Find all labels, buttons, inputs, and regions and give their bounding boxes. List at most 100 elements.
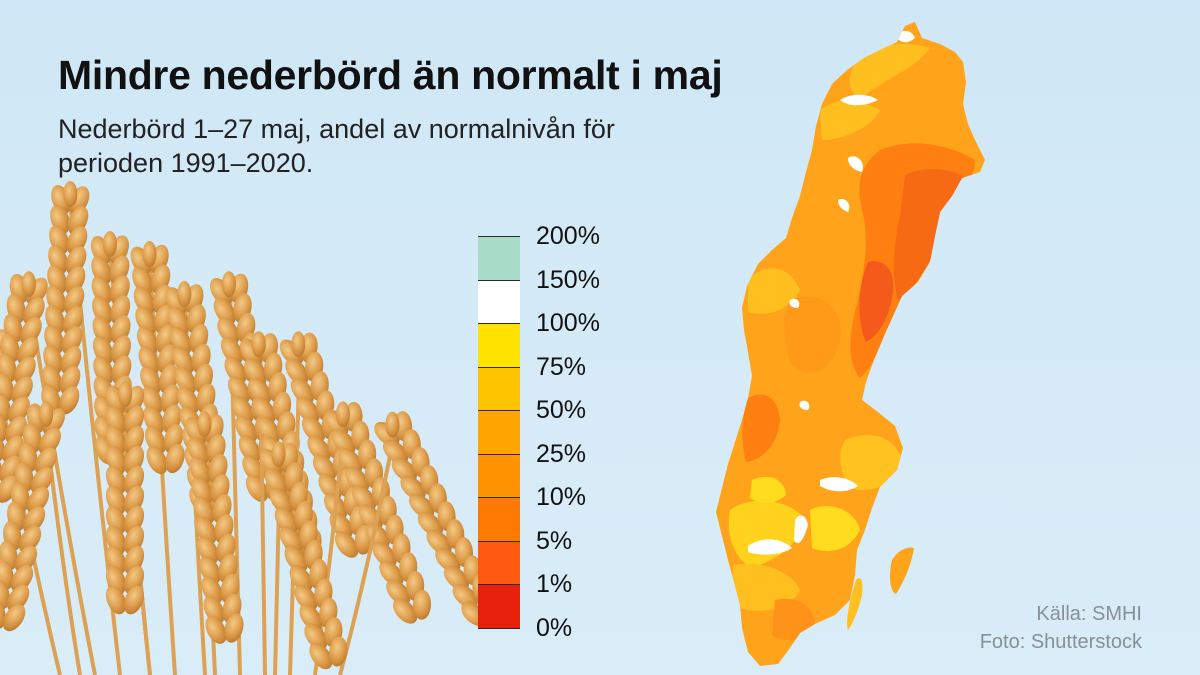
wheat-grain xyxy=(17,337,39,365)
wheat-grain xyxy=(312,454,337,481)
credits: Källa: SMHI Foto: Shutterstock xyxy=(980,600,1142,656)
map-zone-light xyxy=(820,100,880,140)
wheat-grain xyxy=(213,297,236,325)
wheat-grain xyxy=(244,358,267,385)
wheat-grain xyxy=(220,337,243,365)
wheat-grain xyxy=(331,429,356,455)
legend-tick-label: 50% xyxy=(536,396,587,424)
map-lake xyxy=(820,477,858,492)
wheat-grain xyxy=(417,511,444,537)
wheat-grain xyxy=(301,416,326,443)
map-zone-light xyxy=(849,43,930,100)
wheat-grain xyxy=(63,181,78,207)
wheat-grain xyxy=(217,317,240,345)
wheat-grain xyxy=(20,317,42,345)
wheat-grain xyxy=(351,485,377,511)
wheat-grain xyxy=(172,346,194,375)
wheat-grain xyxy=(5,416,27,444)
wheat-grain xyxy=(391,457,417,482)
wheat-grain xyxy=(372,541,397,568)
map-lake xyxy=(838,199,850,212)
map-zone-yellow xyxy=(810,506,860,551)
legend-swatch xyxy=(478,497,520,541)
map-island-oland xyxy=(847,578,863,630)
wheat-grain xyxy=(205,615,227,644)
wheat-grain xyxy=(2,435,24,464)
legend-tick-label: 0% xyxy=(536,613,573,642)
wheat-grain xyxy=(329,636,348,667)
wheat-grain xyxy=(393,598,418,624)
wheat-grain xyxy=(443,565,470,591)
wheat-grain xyxy=(177,281,192,307)
wheat-grain xyxy=(251,331,266,358)
wheat-grain xyxy=(0,412,8,442)
map-lake-vattern xyxy=(794,515,808,544)
legend-tick-label: 200% xyxy=(536,222,600,250)
wheat-grain xyxy=(290,377,315,404)
map-subtitle: Nederbörd 1–27 maj, andel av normalnivån… xyxy=(58,114,615,178)
wheat-grain xyxy=(0,599,6,630)
wheat-grain xyxy=(238,435,261,463)
wheat-grain xyxy=(0,372,14,403)
legend-tick-label: 5% xyxy=(536,526,573,555)
wheat-grain xyxy=(30,467,54,495)
wheat-grain xyxy=(224,613,244,643)
wheat-grain xyxy=(309,642,333,670)
wheat-illustration xyxy=(0,181,500,675)
wheat-grain xyxy=(21,271,36,298)
wheat-grain xyxy=(291,331,306,358)
legend-swatch xyxy=(478,410,520,454)
wheat-grain xyxy=(197,411,212,437)
legend-swatch xyxy=(478,453,520,497)
legend-swatch xyxy=(478,279,520,323)
wheat-grain xyxy=(26,486,50,514)
map-lake xyxy=(799,400,810,410)
wheat-grain xyxy=(379,560,404,587)
map-zone-light xyxy=(840,435,902,491)
source-credit: Källa: SMHI xyxy=(1036,603,1142,625)
map-zone-darkest xyxy=(859,261,894,342)
map-island-gotland xyxy=(889,547,914,594)
wheat-grain xyxy=(304,623,328,650)
map-zone-mid xyxy=(772,598,815,641)
wheat-grain xyxy=(426,529,452,555)
wheat-grain xyxy=(271,441,286,468)
legend-tick xyxy=(478,366,520,368)
wheat-grain xyxy=(285,358,309,385)
wheat-grain xyxy=(224,356,247,384)
wheat-grain xyxy=(177,386,199,415)
wheat-grain xyxy=(279,526,303,553)
wheat-grain xyxy=(105,585,127,615)
legend-tick-label: 150% xyxy=(536,265,600,294)
wheat-grain xyxy=(8,396,30,424)
wheat-grain xyxy=(18,525,42,553)
map-lake xyxy=(848,156,863,172)
wheat-grain xyxy=(452,583,478,609)
wheat-grain xyxy=(231,396,254,424)
wheat-grain xyxy=(102,231,117,257)
wheat-grain xyxy=(284,545,308,573)
wheat-grain xyxy=(118,381,132,407)
legend-tick-label: 100% xyxy=(536,309,600,337)
map-zone-dark xyxy=(742,394,780,462)
legend-swatch xyxy=(478,236,520,280)
wheat-grain xyxy=(165,444,185,474)
legend-tick xyxy=(478,236,520,237)
map-zone-yellow xyxy=(728,500,805,568)
wheat-grain xyxy=(299,604,323,631)
wheat-grain xyxy=(123,585,145,615)
wheat-grain xyxy=(257,416,280,444)
wheat-grain xyxy=(264,468,288,495)
wheat-grain xyxy=(409,493,435,519)
wheat-grain xyxy=(242,455,265,483)
wheat-grain xyxy=(38,427,61,455)
map-lake-vanern xyxy=(748,539,792,555)
legend-swatch xyxy=(478,584,520,628)
wheat-grain xyxy=(289,565,313,592)
wheat-grain xyxy=(6,584,30,612)
legend-tick xyxy=(478,453,520,455)
wheat-grain xyxy=(338,448,363,474)
wheat-grain xyxy=(248,377,272,405)
map-lake xyxy=(840,94,878,106)
